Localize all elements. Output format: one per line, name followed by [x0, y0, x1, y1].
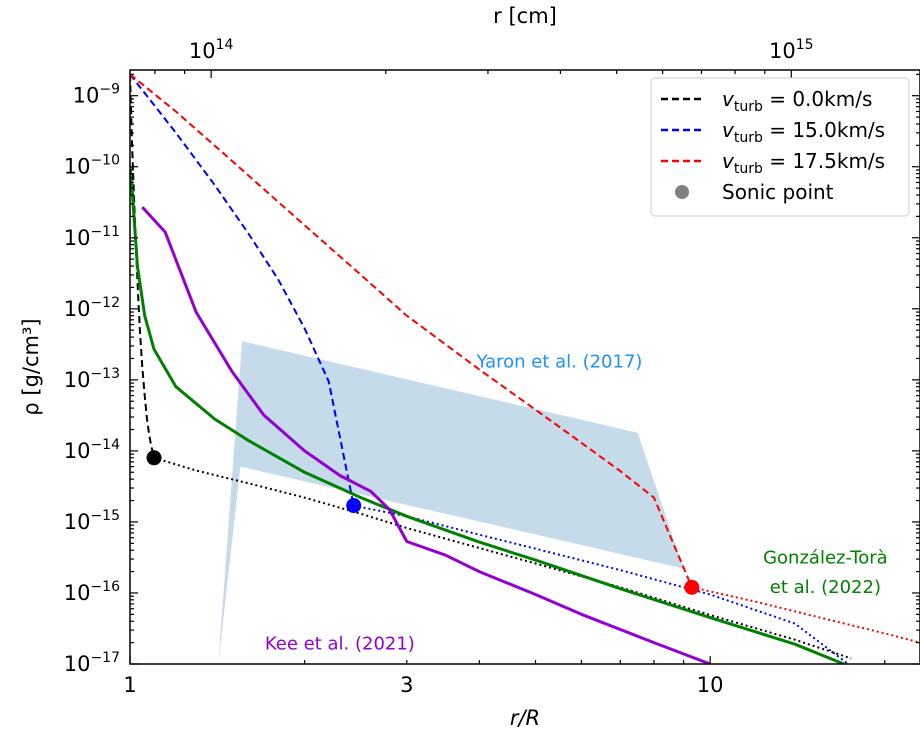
plot-area: Yaron et al. (2017) González-Torà et al. (…	[130, 73, 920, 664]
legend-label-2: vturb = 17.5km/s	[722, 149, 885, 177]
series-line-2	[130, 73, 355, 506]
legend-label-0: vturb = 0.0km/s	[722, 87, 872, 115]
series-line-6	[130, 166, 845, 664]
top-tick-label: 1015	[769, 37, 814, 63]
series-line-7	[141, 206, 711, 664]
series-line-4	[130, 73, 693, 588]
y-tick-label: 10−9	[73, 82, 120, 108]
sonic-point-marker-0	[146, 450, 162, 466]
y-tick-label: 10−10	[64, 153, 120, 179]
top-tick-label: 1014	[189, 37, 234, 63]
legend-label-3: Sonic point	[722, 180, 834, 204]
top-axis-label: r [cm]	[493, 4, 557, 28]
series-line-5	[691, 586, 920, 644]
x-axis-label: r/R	[510, 706, 540, 730]
x-tick-label: 10	[697, 673, 724, 697]
y-tick-label: 10−12	[64, 295, 120, 321]
plot-frame	[129, 69, 920, 665]
y-tick-label: 10−15	[64, 508, 120, 534]
y-tick-label: 10−17	[64, 650, 120, 676]
legend-box	[650, 77, 910, 217]
sonic-point-marker-2	[684, 579, 700, 595]
x-tick-label: 1	[123, 673, 136, 697]
y-tick-label: 10−14	[64, 437, 120, 463]
legend-marker-sonic-point	[675, 185, 689, 199]
y-axis-label: ρ [g/cm³]	[19, 318, 43, 415]
legend-label-1: vturb = 15.0km/s	[722, 118, 885, 146]
shaded-region	[218, 341, 684, 664]
y-tick-label: 10−11	[64, 224, 120, 250]
annotation-label-3: Kee et al. (2021)	[265, 633, 415, 654]
y-tick-label: 10−16	[64, 579, 120, 605]
annotation-label-2: et al. (2022)	[770, 577, 881, 598]
legend: vturb = 0.0km/s vturb = 15.0km/s vturb = 1…	[650, 77, 910, 217]
annotation-label-1: González-Torà	[763, 547, 888, 568]
y-tick-label: 10−13	[64, 366, 120, 392]
sonic-point-marker-1	[346, 498, 362, 514]
annotation-label-0: Yaron et al. (2017)	[476, 351, 643, 372]
series-line-1	[153, 456, 852, 660]
axis-ticks: 10−9 10−10 10−11 10−12 10−13 10−14 10−15 10−16 1…	[64, 37, 920, 697]
x-tick-label: 3	[400, 673, 413, 697]
